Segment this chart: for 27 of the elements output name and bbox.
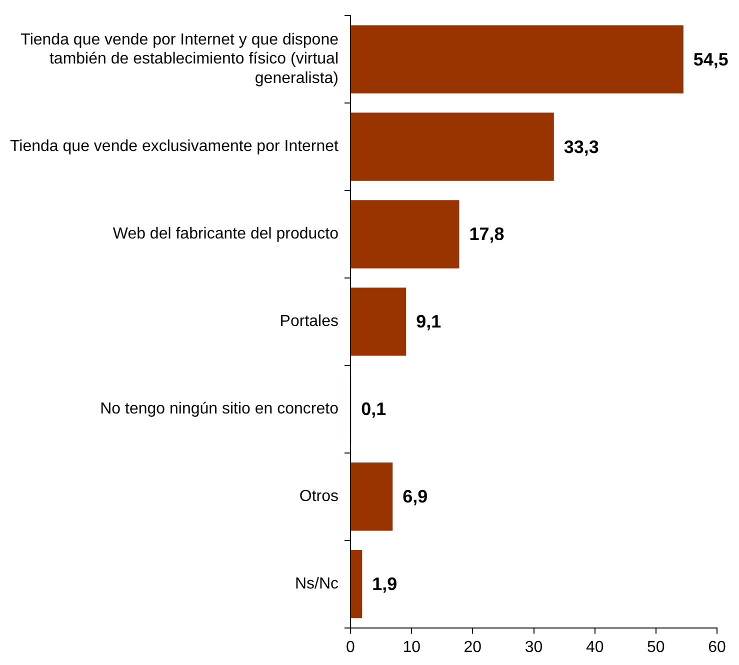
bar [351, 462, 393, 531]
data-label: 0,1 [361, 399, 386, 420]
x-tick-label: 10 [402, 638, 421, 656]
bar [351, 288, 406, 356]
y-tick-label: No tengo ningún sitio en concreto [100, 400, 339, 418]
data-label: 9,1 [416, 312, 442, 332]
bar [351, 112, 554, 181]
x-tick-label: 40 [586, 638, 604, 656]
y-tick-label: Otros [299, 488, 338, 506]
x-tick-label: 60 [708, 638, 726, 656]
data-label: 54,5 [693, 49, 728, 70]
y-tick-label: Tienda que vende exclusivamente por Internet [10, 138, 340, 156]
x-tick-label: 50 [647, 638, 665, 656]
data-label: 17,8 [469, 224, 504, 244]
data-label: 6,9 [402, 486, 428, 507]
bar [351, 550, 362, 618]
data-label: 33,3 [564, 136, 599, 157]
x-tick-label: 30 [524, 638, 543, 656]
y-tick-label: Portales [280, 313, 338, 330]
x-tick-label: 20 [464, 638, 482, 656]
bar [351, 25, 684, 94]
bar [351, 200, 460, 268]
data-label: 1,9 [372, 574, 398, 594]
x-tick-label: 0 [346, 638, 356, 656]
y-tick-label: Web del fabricante del producto [112, 226, 339, 243]
y-tick-label: Tienda que vende por Internet y que dispone también de establecimiento físico (virtual generalista) [20, 32, 339, 87]
y-tick-label: Ns/Nc [294, 575, 338, 592]
